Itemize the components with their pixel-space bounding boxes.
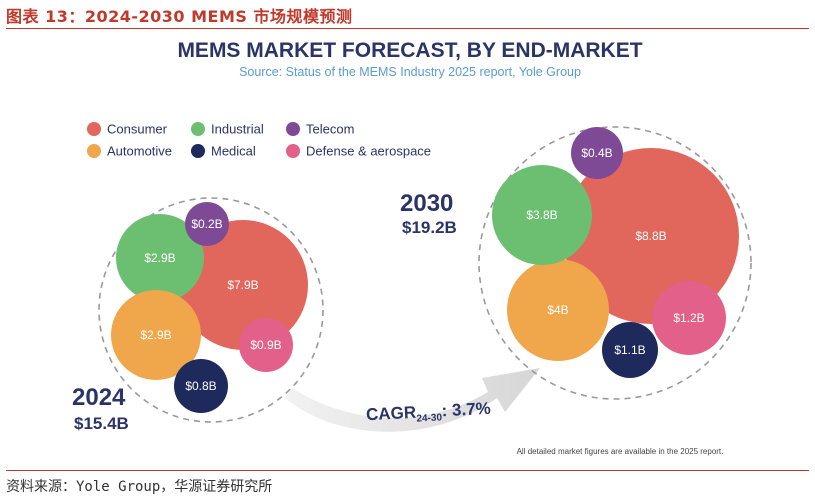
year-label-2024: 2024 [72, 384, 126, 411]
bubble-label-2024-medical: $0.8B [185, 379, 216, 393]
bubble-label-2024-automotive: $2.9B [140, 328, 171, 342]
bubble-2030-medical [602, 322, 658, 378]
total-label-2024: $15.4B [74, 414, 129, 433]
bubble-label-2024-telecom: $0.2B [191, 217, 222, 231]
bubble-2030-industrial [492, 165, 592, 265]
bubble-label-2030-automotive: $4B [547, 303, 568, 317]
dashed-ring-2030 [478, 126, 752, 400]
bubble-label-2024-consumer: $7.9B [227, 278, 258, 292]
bubble-label-2030-consumer: $8.8B [635, 229, 666, 243]
legend-label-telecom: Telecom [306, 122, 354, 137]
legend-label-industrial: Industrial [211, 122, 264, 137]
chart-subtitle: Source: Status of the MEMS Industry 2025… [239, 65, 581, 79]
chart-title: MEMS MARKET FORECAST, BY END-MARKET [177, 39, 642, 62]
dashed-ring-2024 [98, 197, 324, 423]
legend-label-medical: Medical [211, 144, 256, 159]
bubble-2030-defense-and-aerospace [652, 281, 726, 355]
bubble-label-2030-telecom: $0.4B [581, 146, 612, 160]
group-2030: $8.8B $4B $3.8B $1.2B $1.1B $0.4B 2030$19.2B [400, 126, 752, 400]
legend-item-automotive: Automotive [87, 144, 172, 159]
bubble-label-2030-medical: $1.1B [614, 343, 645, 357]
bubble-label-2030-industrial: $3.8B [526, 208, 557, 222]
group-2024: $7.9B $2.9B $2.9B $0.9B $0.8B $0.2B 2024 $15.4B [72, 197, 324, 433]
bubble-2030-automotive [507, 259, 609, 361]
bubble-2024-telecom [185, 202, 229, 246]
legend-label-defense-and-aerospace: Defense & aerospace [306, 144, 431, 159]
cagr-period: 24-30 [416, 412, 443, 424]
bubble-2024-automotive [111, 290, 201, 380]
legend-label-automotive: Automotive [107, 144, 172, 159]
cagr-label: CAGR24-30: 3.7% [366, 399, 492, 428]
bubble-label-2030-defense-and-aerospace: $1.2B [673, 311, 704, 325]
legend: Consumer Industrial Telecom Automotive Medic… [87, 122, 431, 159]
cagr-prefix: CAGR [366, 403, 417, 425]
source-note: 资料来源：Yole Group，华源证券研究所 [6, 479, 273, 495]
legend-swatch-industrial [191, 122, 205, 136]
top-rule [6, 28, 809, 29]
total-label-2030: $19.2B [402, 218, 457, 237]
bubble-2024-industrial [116, 214, 204, 302]
bubble-2024-defense-and-aerospace [239, 318, 293, 372]
bubble-label-2024-industrial: $2.9B [144, 251, 175, 265]
legend-item-medical: Medical [191, 144, 256, 159]
bubble-2030-telecom [571, 127, 623, 179]
legend-swatch-consumer [87, 122, 101, 136]
figure-caption: 图表 13：2024-2030 MEMS 市场规模预测 [6, 7, 353, 26]
legend-item-industrial: Industrial [191, 122, 264, 137]
legend-swatch-defense-and-aerospace [286, 144, 300, 158]
cagr-value: : 3.7% [441, 399, 491, 421]
bubble-2024-medical [174, 359, 228, 413]
legend-swatch-telecom [286, 122, 300, 136]
legend-item-telecom: Telecom [286, 122, 354, 137]
bottom-rule [6, 470, 809, 471]
legend-label-consumer: Consumer [107, 122, 168, 137]
legend-item-defense-and-aerospace: Defense & aerospace [286, 144, 431, 159]
bubble-2030-consumer [563, 148, 739, 324]
year-label-2030: 2030 [400, 190, 453, 217]
legend-swatch-automotive [87, 144, 101, 158]
bubble-label-2024-defense-and-aerospace: $0.9B [250, 338, 281, 352]
legend-item-consumer: Consumer [87, 122, 168, 137]
cagr-arrow [285, 368, 540, 432]
legend-swatch-medical [191, 144, 205, 158]
bubble-2024-consumer [178, 220, 308, 350]
chart-footnote: All detailed market figures are availabl… [517, 447, 724, 456]
